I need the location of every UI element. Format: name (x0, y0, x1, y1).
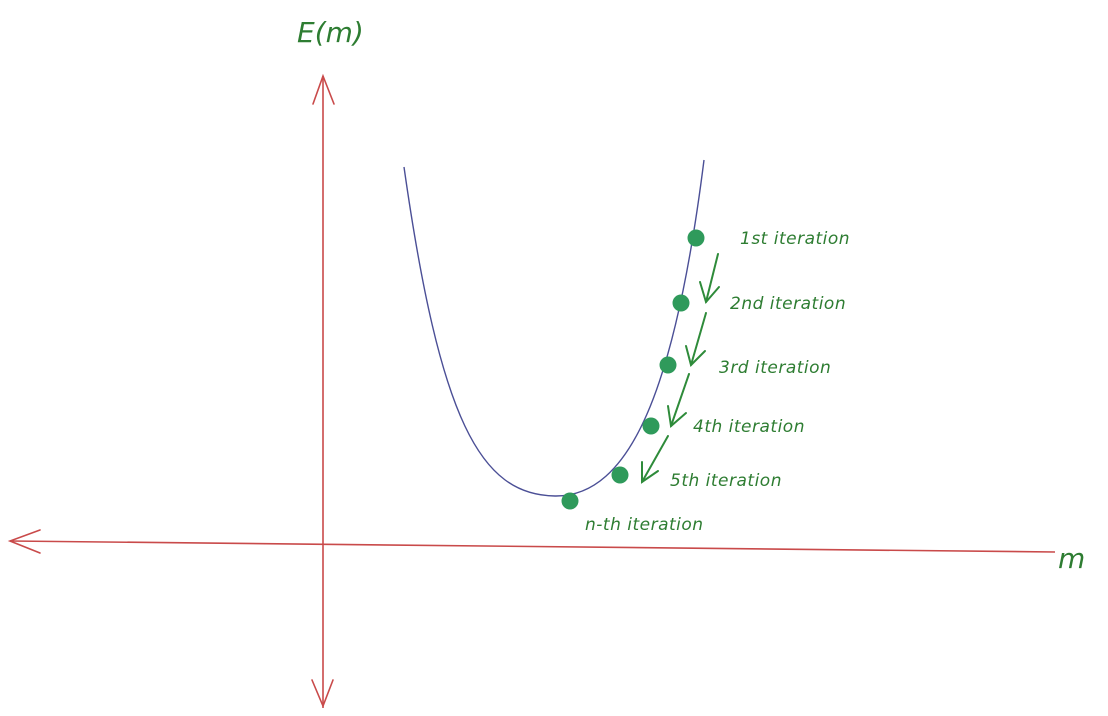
iteration-label-n: n-th iteration (585, 515, 704, 535)
iteration-label-4: 4th iteration (693, 417, 805, 437)
arrow-step-3 (667, 373, 690, 428)
y-axis-label: E(m) (297, 16, 364, 49)
arrow-step-1 (699, 253, 720, 305)
error-curve (403, 159, 705, 497)
y-axis-arrow-top (312, 73, 335, 105)
x-axis-line (9, 540, 1056, 553)
y-axis-arrow-bottom (311, 679, 334, 709)
iteration-label-2: 2nd iteration (730, 294, 846, 314)
arrow-step-4 (641, 435, 669, 484)
x-axis (7, 529, 1056, 554)
point-1 (687, 229, 705, 247)
iteration-points (561, 229, 705, 510)
arrow-step-2 (685, 312, 707, 367)
iteration-label-1: 1st iteration (740, 229, 850, 249)
point-2 (672, 294, 690, 312)
point-3 (659, 356, 677, 374)
point-4 (642, 417, 660, 435)
point-5 (611, 466, 629, 484)
iteration-label-3: 3rd iteration (719, 358, 831, 378)
iteration-label-5: 5th iteration (670, 471, 782, 491)
y-axis (311, 73, 335, 709)
x-axis-label: m (1058, 542, 1085, 575)
iteration-labels: 1st iteration 2nd iteration 3rd iteratio… (585, 229, 850, 535)
step-arrows (641, 253, 720, 484)
point-n (561, 492, 579, 510)
x-axis-arrow-left (7, 529, 41, 554)
